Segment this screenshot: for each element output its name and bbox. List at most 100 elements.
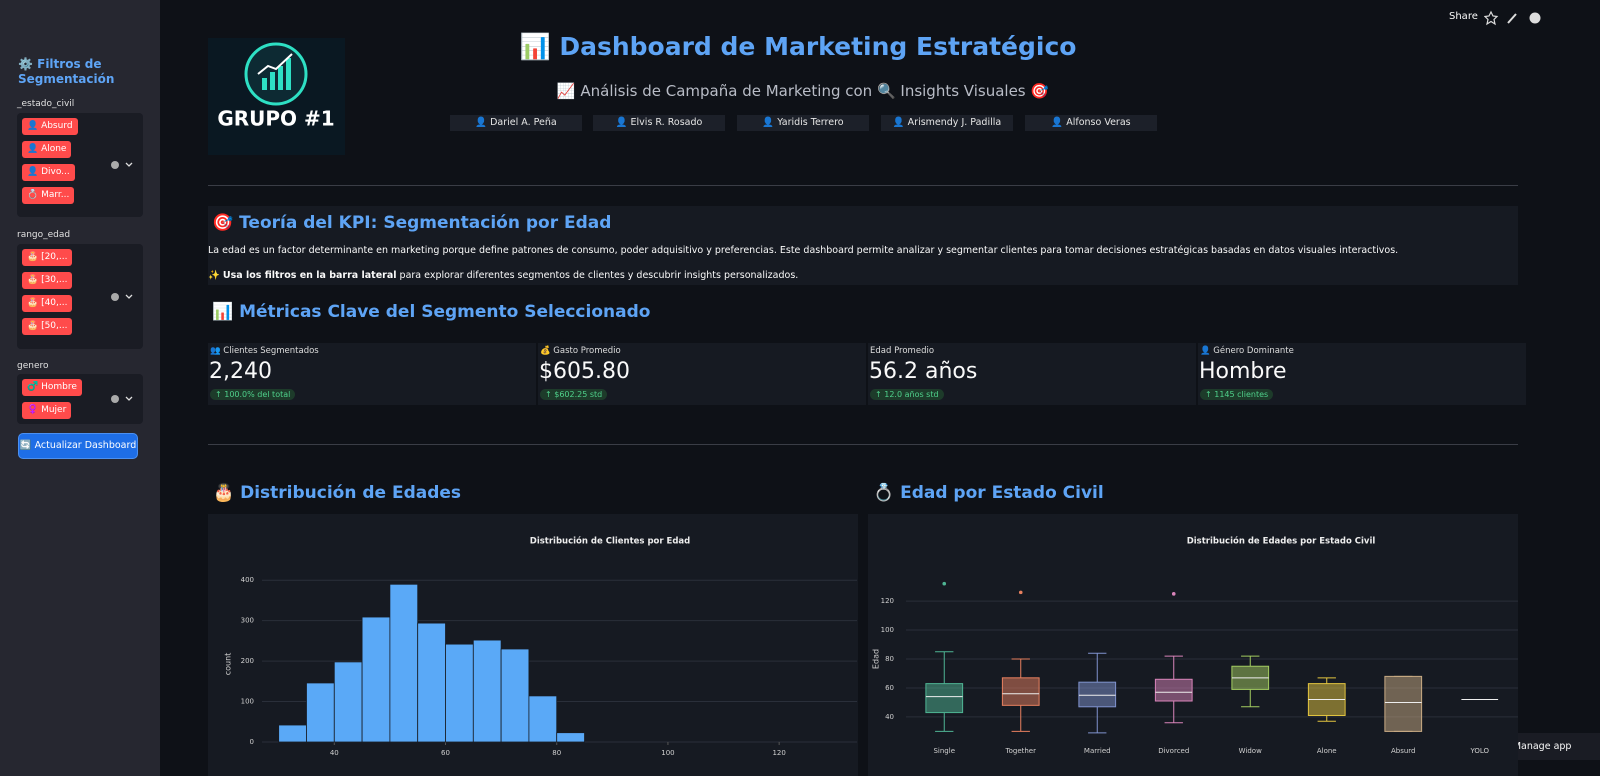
tag[interactable]: 💍 Marr...	[22, 187, 75, 204]
x-tick-label: Single	[933, 747, 955, 755]
dropdown-icon[interactable]	[125, 294, 133, 299]
multiselect[interactable]: 👤 Absurd 👤 Alone 👤 Divo... 💍 Marr...	[17, 113, 143, 217]
metric-value: 56.2 años	[869, 359, 978, 384]
metric-label: 👤 Género Dominante	[1200, 346, 1294, 356]
manage-label: Manage app	[1512, 741, 1572, 752]
section-heading: 🎂 Distribución de Edades	[213, 483, 462, 503]
bar	[306, 682, 335, 743]
kpi-box: 🎯 Teoría del KPI: Segmentación por Edad …	[208, 206, 1518, 285]
filter-label: _estado_civil	[17, 99, 75, 109]
box	[925, 683, 964, 714]
logo-art: GRUPO #1	[217, 42, 335, 131]
metrics-heading: 📊 Métricas Clave del Segmento Selecciona…	[212, 302, 651, 322]
box	[1384, 675, 1423, 732]
star-icon[interactable]	[1484, 10, 1499, 26]
x-tick-label: Alone	[1317, 747, 1337, 755]
chart-title: Distribución de Clientes por Edad	[530, 536, 690, 547]
tag-list: ♂️ Hombre ♀️ Mujer	[22, 379, 82, 419]
y-tick-label: 0	[250, 738, 254, 746]
tag[interactable]: 🎂 [20,...	[22, 249, 73, 266]
divider	[208, 185, 1518, 186]
kpi-hint: ✨ Usa los filtros en la barra lateral pa…	[208, 270, 798, 281]
metric-card: Edad Promedio 56.2 años ↑ 12.0 años std	[868, 343, 1196, 405]
dropdown-icon[interactable]	[125, 162, 133, 167]
subtitle: 📈 Análisis de Campaña de Marketing con 🔍…	[556, 82, 1050, 100]
clear-icon[interactable]	[111, 292, 119, 301]
select-icons[interactable]	[109, 393, 133, 405]
logo-ring	[244, 42, 308, 106]
y-axis-label: Edad	[872, 649, 881, 669]
metric-label: Edad Promedio	[870, 346, 935, 356]
divider	[208, 444, 1518, 445]
bar	[361, 616, 391, 743]
team-member: 👤 Yaridis Terrero	[737, 115, 869, 131]
team-member: 👤 Arismendy J. Padilla	[881, 115, 1013, 131]
clear-icon[interactable]	[111, 161, 119, 169]
select-icons[interactable]	[109, 291, 133, 303]
x-tick-label: 60	[441, 749, 450, 757]
logo-bar	[270, 72, 275, 90]
x-tick-label: 100	[661, 749, 674, 757]
github-icon[interactable]	[1529, 12, 1541, 24]
metric-value: Hombre	[1199, 359, 1287, 384]
bar	[528, 695, 558, 743]
dropdown-icon[interactable]	[125, 396, 133, 401]
tag[interactable]: 🎂 [50,...	[22, 318, 73, 335]
metric-delta: ↑ 1145 clientes	[1200, 389, 1274, 400]
tag-list: 👤 Absurd 👤 Alone 👤 Divo... 💍 Marr...	[22, 118, 78, 204]
tag[interactable]: 👤 Divo...	[22, 164, 75, 181]
metric-card: 👥 Clientes Segmentados 2,240 ↑ 100.0% del …	[208, 343, 536, 405]
select-icons[interactable]	[109, 159, 133, 171]
kpi-heading: 🎯 Teoría del KPI: Segmentación por Edad	[212, 213, 612, 233]
x-tick-label: 80	[552, 749, 561, 757]
sidebar-title: ⚙️ Filtros de Segmentación	[18, 57, 115, 86]
bar	[333, 661, 363, 743]
tag[interactable]: 👤 Alone	[22, 141, 72, 158]
bar	[472, 639, 502, 743]
edit-icon[interactable]	[1507, 13, 1517, 24]
hint-icon: ✨	[208, 270, 220, 281]
metric-delta: ↑ 100.0% del total	[210, 389, 296, 400]
metric-label: 👥 Clientes Segmentados	[210, 346, 319, 356]
metric-value: $605.80	[539, 359, 630, 384]
x-tick-label: 120	[772, 749, 785, 757]
update-button[interactable]: 🔄 Actualizar Dashboard	[18, 433, 138, 459]
x-tick-label: Divorced	[1158, 747, 1189, 755]
y-tick-label: 80	[885, 655, 894, 663]
x-tick-label: Widow	[1239, 747, 1262, 755]
tag[interactable]: ♂️ Hombre	[22, 379, 82, 396]
multiselect[interactable]: 🎂 [20,... 🎂 [30,... 🎂 [40,... 🎂 [50,...	[17, 244, 143, 349]
logo-bar	[262, 78, 267, 90]
x-tick-label: Absurd	[1391, 747, 1416, 755]
sidebar: ⚙️ Filtros de Segmentación _estado_civil…	[0, 0, 160, 776]
tag[interactable]: 👤 Absurd	[22, 118, 78, 135]
box	[1154, 678, 1193, 702]
logo-bar	[286, 58, 291, 90]
y-tick-label: 40	[885, 713, 894, 721]
tag-list: 🎂 [20,... 🎂 [30,... 🎂 [40,... 🎂 [50,...	[22, 249, 73, 335]
x-tick-label: Together	[1005, 747, 1037, 755]
clear-icon[interactable]	[111, 395, 119, 403]
share-button[interactable]: Share	[1449, 11, 1478, 22]
multiselect[interactable]: ♂️ Hombre ♀️ Mujer	[17, 374, 143, 424]
y-tick-label: 60	[885, 684, 894, 692]
outlier	[1018, 590, 1023, 595]
bar	[278, 724, 307, 743]
chart-title: Distribución de Edades por Estado Civil	[1187, 536, 1376, 547]
tag[interactable]: ♀️ Mujer	[22, 402, 72, 419]
tag[interactable]: 🎂 [30,...	[22, 272, 73, 289]
team-member: 👤 Dariel A. Peña	[450, 115, 582, 131]
outlier	[1171, 592, 1176, 596]
x-tick-label: 40	[330, 749, 339, 757]
y-tick-label: 300	[241, 617, 254, 625]
filter-label: rango_edad	[17, 230, 71, 240]
y-axis-label: count	[224, 653, 233, 676]
logo-bar	[278, 66, 283, 90]
logo-text: GRUPO #1	[217, 107, 334, 131]
outlier	[942, 581, 947, 586]
tag[interactable]: 🎂 [40,...	[22, 295, 73, 312]
filter-label: genero	[17, 361, 49, 371]
histogram-chart: 0 100 200 300 400 40 60 80 100 120 Distribución de…	[208, 514, 858, 776]
logo-line	[257, 53, 293, 75]
